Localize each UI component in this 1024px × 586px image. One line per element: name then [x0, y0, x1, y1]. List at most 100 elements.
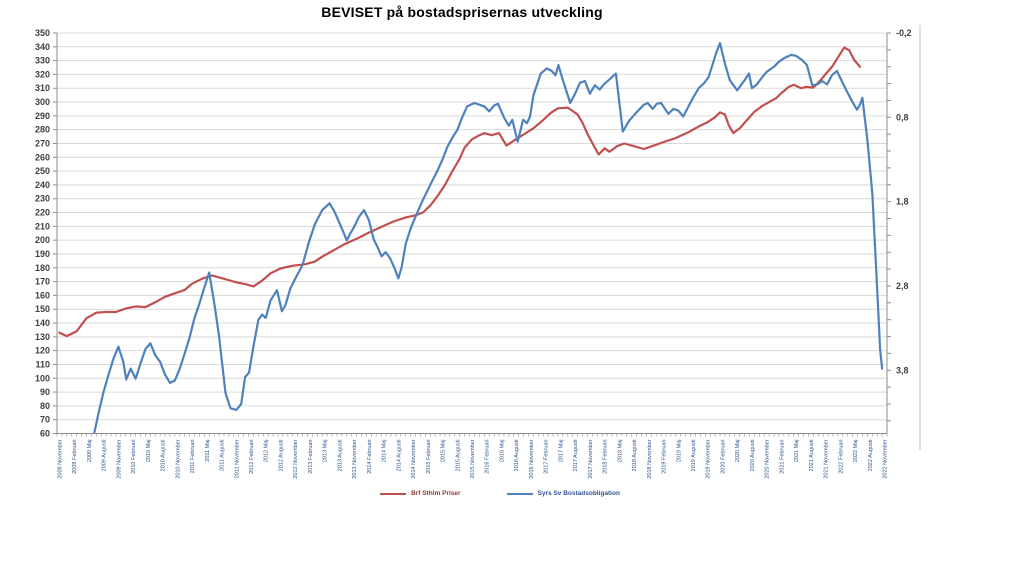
x-axis-tick-label: 2020 Augusti: [750, 440, 756, 472]
x-axis-tick-label: 2015 Maj: [441, 440, 447, 463]
x-axis-tick-label: 2016 Februari: [485, 440, 491, 474]
legend-item-brf-sthlm-priser: Brf Sthlm Priser: [380, 490, 461, 497]
x-axis-tick-label: 2019 November: [706, 439, 712, 478]
left-axis-tick-label: 260: [35, 152, 50, 162]
left-axis-tick-label: 170: [35, 277, 50, 287]
right-axis-tick-label: 1,8: [896, 197, 909, 207]
x-axis-tick-label: 2020 November: [765, 439, 771, 478]
x-axis-tick-label: 2010 Februari: [131, 440, 137, 474]
left-axis-tick-label: 290: [35, 111, 50, 121]
x-axis-tick-label: 2016 November: [529, 439, 535, 478]
right-axis-tick-label: 3,8: [896, 365, 909, 375]
left-axis-tick-label: 270: [35, 138, 50, 148]
left-axis-tick-label: 70: [40, 415, 50, 425]
left-axis-tick-label: 110: [35, 359, 50, 369]
left-axis-tick-label: 280: [35, 125, 50, 135]
x-axis-tick-label: 2022 November: [883, 439, 889, 478]
x-axis-tick-label: 2012 Augusti: [278, 440, 284, 472]
x-axis-tick-label: 2021 November: [824, 439, 830, 478]
x-axis-tick-label: 2011 Maj: [205, 440, 211, 462]
left-axis-tick-label: 340: [35, 42, 50, 52]
x-axis-tick-label: 2021 Februari: [779, 440, 785, 474]
right-axis-tick-label: 2,8: [896, 281, 909, 291]
legend-swatch-red-line: [380, 492, 407, 495]
chart-legend: Brf Sthlm Priser Syrs Sv Bostadsobligati…: [0, 490, 1000, 497]
left-axis-tick-label: 100: [35, 373, 50, 383]
left-axis-tick-label: 90: [40, 387, 50, 397]
x-axis-tick-label: 2011 Februari: [190, 440, 196, 474]
left-axis-tick-label: 220: [35, 208, 50, 218]
x-axis-tick-label: 2013 Augusti: [337, 440, 343, 472]
x-axis-tick-label: 2013 Maj: [323, 440, 329, 463]
left-axis-tick-label: 320: [35, 69, 50, 79]
x-axis-tick-label: 2019 Februari: [662, 440, 668, 474]
x-axis-tick-label: 2009 Februari: [72, 440, 78, 474]
x-axis-tick-label: 2010 Augusti: [161, 440, 167, 472]
x-axis-tick-label: 2015 Augusti: [455, 440, 461, 472]
x-axis-tick-label: 2013 Februari: [308, 440, 314, 474]
left-axis-tick-label: 130: [35, 332, 50, 342]
x-axis-tick-label: 2017 Augusti: [573, 440, 579, 472]
x-axis-tick-label: 2015 November: [470, 439, 476, 478]
left-axis-tick-label: 140: [35, 318, 50, 328]
left-axis-tick-label: 200: [35, 235, 50, 245]
x-axis-tick-label: 2017 Februari: [544, 440, 550, 474]
x-axis-tick-label: 2016 Augusti: [514, 440, 520, 472]
left-axis-tick-label: 350: [35, 28, 50, 38]
x-axis-tick-label: 2018 Maj: [617, 440, 623, 463]
x-axis-tick-label: 2020 Februari: [720, 440, 726, 474]
x-axis-tick-label: 2009 Maj: [87, 440, 93, 463]
x-axis-tick-label: 2018 Augusti: [632, 440, 638, 472]
left-axis-tick-label: 240: [35, 180, 50, 190]
left-axis-tick-label: 160: [35, 290, 50, 300]
x-axis-tick-label: 2014 Maj: [382, 440, 388, 463]
x-axis-tick-label: 2016 Maj: [499, 440, 505, 463]
legend-label: Syrs Sv Bostadsobligation: [537, 490, 620, 497]
x-axis-tick-label: 2010 Maj: [146, 440, 152, 463]
chart-title: BEVISET på bostadsprisernas utveckling: [321, 4, 603, 20]
left-axis-tick-label: 60: [40, 429, 50, 439]
x-axis-tick-label: 2017 Maj: [558, 440, 564, 463]
left-axis-tick-label: 310: [35, 83, 50, 93]
x-axis-tick-label: 2009 Augusti: [102, 440, 108, 472]
x-axis-tick-label: 2022 Februari: [838, 440, 844, 474]
legend-label: Brf Sthlm Priser: [411, 490, 461, 497]
left-axis-tick-label: 210: [35, 221, 50, 231]
left-axis-tick-label: 250: [35, 166, 50, 176]
legend-swatch-blue-line: [506, 492, 533, 495]
x-axis-tick-label: 2011 November: [234, 439, 240, 478]
left-axis-tick-label: 120: [35, 346, 50, 356]
x-axis-tick-label: 2019 Augusti: [691, 440, 697, 472]
x-axis-tick-label: 2012 Maj: [264, 440, 270, 463]
x-axis-tick-label: 2014 November: [411, 439, 417, 478]
x-axis-tick-label: 2019 Maj: [676, 440, 682, 463]
x-axis-tick-label: 2014 Februari: [367, 440, 373, 474]
x-axis-tick-label: 2008 November: [57, 439, 63, 478]
right-axis-tick-label: 0,8: [896, 112, 909, 122]
x-axis-tick-label: 2017 November: [588, 439, 594, 478]
x-axis-tick-label: 2022 Maj: [853, 440, 859, 463]
series-line-syrs-sv-bostadsobligation: [93, 42, 884, 434]
x-axis-tick-label: 2015 Februari: [426, 440, 432, 474]
x-axis-tick-label: 2010 November: [175, 439, 181, 478]
x-axis-tick-label: 2012 November: [293, 439, 299, 478]
x-axis-tick-label: 2011 Augusti: [220, 440, 226, 471]
legend-item-bostadsobligation: Syrs Sv Bostadsobligation: [506, 490, 620, 497]
left-axis-tick-label: 230: [35, 194, 50, 204]
x-axis-tick-label: 2021 Maj: [794, 440, 800, 463]
x-axis-tick-label: 2013 November: [352, 439, 358, 478]
x-axis-tick-label: 2012 Februari: [249, 440, 255, 474]
x-axis-tick-label: 2020 Maj: [735, 440, 741, 463]
x-axis-tick-label: 2009 November: [116, 439, 122, 478]
left-axis-tick-label: 300: [35, 97, 50, 107]
x-axis-tick-label: 2021 Augusti: [809, 440, 815, 472]
left-axis-tick-label: 80: [40, 401, 50, 411]
left-axis-tick-label: 190: [35, 249, 50, 259]
x-axis-tick-label: 2018 Februari: [603, 440, 609, 474]
left-axis-tick-label: 330: [35, 56, 50, 66]
left-axis-tick-label: 150: [35, 304, 50, 314]
series-line-brf-sthlm-priser: [58, 46, 862, 338]
right-axis-tick-label: -0,2: [896, 28, 912, 38]
x-axis-tick-label: 2022 Augusti: [868, 440, 874, 472]
